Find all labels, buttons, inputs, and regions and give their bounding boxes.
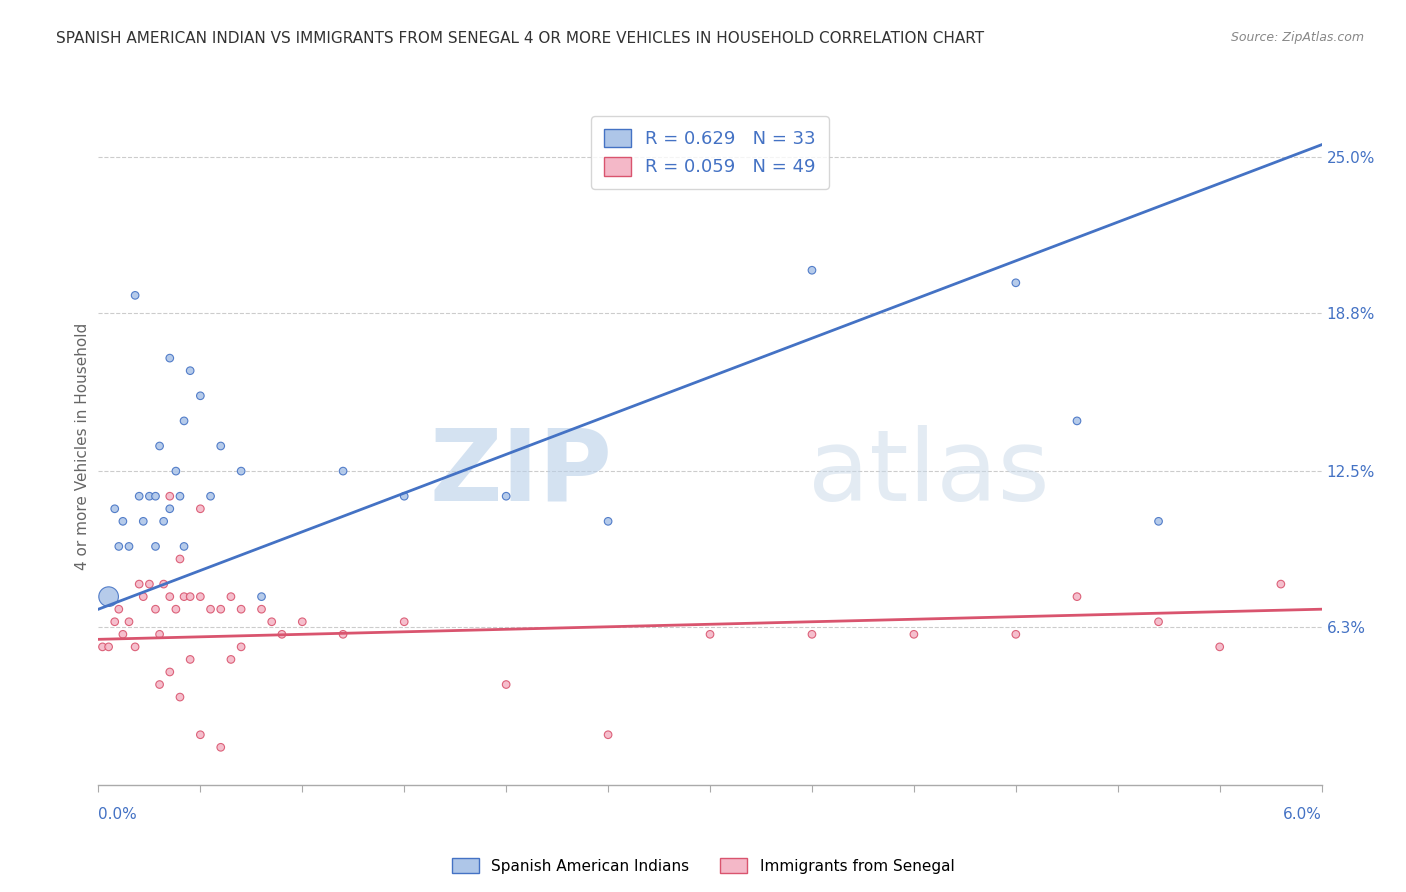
- Point: [159, 489, 181, 503]
- Point: [179, 364, 201, 378]
- Point: [132, 514, 155, 528]
- Point: [118, 615, 141, 629]
- Point: [219, 590, 242, 604]
- Point: [260, 615, 283, 629]
- Point: [699, 627, 721, 641]
- Point: [165, 464, 187, 478]
- Point: [128, 577, 150, 591]
- Point: [152, 514, 174, 528]
- Point: [108, 602, 131, 616]
- Point: [159, 590, 181, 604]
- Point: [209, 439, 232, 453]
- Point: [91, 640, 114, 654]
- Text: 0.0%: 0.0%: [98, 807, 138, 822]
- Text: atlas: atlas: [808, 425, 1049, 522]
- Point: [169, 489, 191, 503]
- Point: [124, 288, 146, 302]
- Point: [188, 590, 212, 604]
- Point: [188, 728, 212, 742]
- Point: [104, 615, 127, 629]
- Point: [97, 590, 120, 604]
- Point: [124, 640, 146, 654]
- Point: [179, 652, 201, 666]
- Point: [229, 640, 253, 654]
- Point: [200, 602, 222, 616]
- Point: [1147, 615, 1170, 629]
- Point: [596, 728, 619, 742]
- Point: [903, 627, 925, 641]
- Point: [108, 540, 131, 554]
- Point: [209, 740, 232, 755]
- Point: [801, 627, 824, 641]
- Point: [111, 514, 134, 528]
- Point: [104, 501, 127, 516]
- Point: [145, 602, 167, 616]
- Point: [173, 540, 195, 554]
- Point: [132, 590, 155, 604]
- Point: [332, 464, 354, 478]
- Point: [145, 540, 167, 554]
- Point: [801, 263, 824, 277]
- Point: [209, 602, 232, 616]
- Point: [495, 677, 517, 691]
- Point: [250, 590, 273, 604]
- Text: ZIP: ZIP: [429, 425, 612, 522]
- Point: [596, 514, 619, 528]
- Point: [1004, 276, 1026, 290]
- Point: [169, 552, 191, 566]
- Point: [128, 489, 150, 503]
- Point: [138, 489, 160, 503]
- Point: [1147, 514, 1170, 528]
- Legend: R = 0.629   N = 33, R = 0.059   N = 49: R = 0.629 N = 33, R = 0.059 N = 49: [592, 116, 828, 189]
- Text: SPANISH AMERICAN INDIAN VS IMMIGRANTS FROM SENEGAL 4 OR MORE VEHICLES IN HOUSEHO: SPANISH AMERICAN INDIAN VS IMMIGRANTS FR…: [56, 31, 984, 46]
- Point: [250, 602, 273, 616]
- Point: [392, 489, 416, 503]
- Point: [97, 640, 120, 654]
- Point: [159, 665, 181, 679]
- Point: [495, 489, 517, 503]
- Point: [229, 602, 253, 616]
- Point: [152, 577, 174, 591]
- Point: [179, 590, 201, 604]
- Point: [1208, 640, 1230, 654]
- Point: [188, 501, 212, 516]
- Point: [149, 677, 172, 691]
- Point: [270, 627, 292, 641]
- Point: [188, 389, 212, 403]
- Text: 6.0%: 6.0%: [1282, 807, 1322, 822]
- Point: [173, 590, 195, 604]
- Point: [392, 615, 416, 629]
- Y-axis label: 4 or more Vehicles in Household: 4 or more Vehicles in Household: [75, 322, 90, 570]
- Point: [219, 652, 242, 666]
- Point: [332, 627, 354, 641]
- Point: [173, 414, 195, 428]
- Point: [149, 439, 172, 453]
- Point: [169, 690, 191, 704]
- Point: [159, 351, 181, 365]
- Point: [1066, 590, 1088, 604]
- Point: [159, 501, 181, 516]
- Text: Source: ZipAtlas.com: Source: ZipAtlas.com: [1230, 31, 1364, 45]
- Point: [111, 627, 134, 641]
- Legend: Spanish American Indians, Immigrants from Senegal: Spanish American Indians, Immigrants fro…: [446, 852, 960, 880]
- Point: [229, 464, 253, 478]
- Point: [149, 627, 172, 641]
- Point: [1004, 627, 1026, 641]
- Point: [1270, 577, 1292, 591]
- Point: [145, 489, 167, 503]
- Point: [1066, 414, 1088, 428]
- Point: [165, 602, 187, 616]
- Point: [291, 615, 314, 629]
- Point: [200, 489, 222, 503]
- Point: [138, 577, 160, 591]
- Point: [118, 540, 141, 554]
